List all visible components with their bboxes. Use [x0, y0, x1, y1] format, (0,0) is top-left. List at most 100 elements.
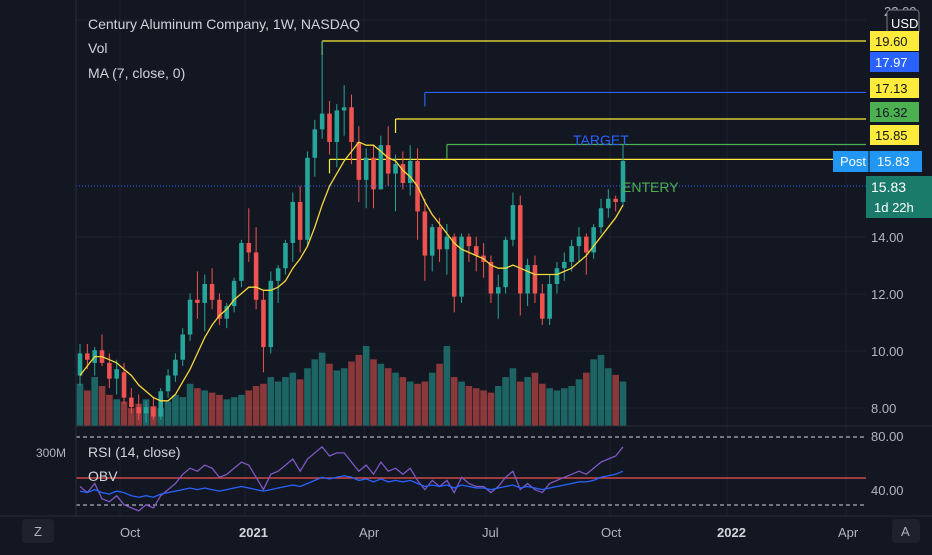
candle-body-17[interactable]: [202, 284, 208, 303]
candle-body-68[interactable]: [576, 236, 582, 247]
candle-body-28[interactable]: [283, 242, 288, 269]
candle-body-44[interactable]: [400, 164, 406, 184]
candle-body-1[interactable]: [85, 353, 90, 360]
candle-body-29[interactable]: [290, 201, 296, 243]
candle-body-31[interactable]: [305, 157, 310, 240]
candle-body-74[interactable]: [620, 160, 626, 202]
volume-bar-73: [612, 374, 619, 426]
candle-body-61[interactable]: [525, 265, 530, 294]
candle-body-27[interactable]: [275, 268, 281, 281]
candle-body-36[interactable]: [341, 107, 347, 111]
price-tick-14: 14.00: [871, 230, 904, 245]
rsi-tick-80: 80.00: [871, 429, 904, 444]
level-lines[interactable]: [321, 40, 866, 174]
auto-scale-button[interactable]: A: [892, 519, 920, 543]
candle-body-19[interactable]: [217, 299, 222, 319]
candle-body-38[interactable]: [356, 142, 362, 180]
candle-body-65[interactable]: [554, 268, 560, 284]
volume-bar-4: [106, 394, 113, 426]
candle-body-34[interactable]: [327, 113, 332, 142]
candle-body-39[interactable]: [363, 157, 369, 180]
candle-body-45[interactable]: [407, 160, 413, 184]
candle-body-50[interactable]: [444, 236, 450, 250]
candle-body-13[interactable]: [173, 359, 178, 376]
candle-body-49[interactable]: [437, 227, 442, 250]
candle-body-8[interactable]: [136, 407, 141, 414]
candle-body-52[interactable]: [459, 236, 464, 297]
candle-body-71[interactable]: [598, 208, 604, 228]
candle-body-72[interactable]: [606, 198, 611, 209]
ma-legend[interactable]: MA (7, close, 0): [88, 65, 185, 81]
candle-body-63[interactable]: [540, 293, 545, 319]
time-axis[interactable]: Oct 2021 Apr Jul Oct 2022 Apr: [120, 525, 859, 540]
candle-body-53[interactable]: [466, 236, 472, 247]
candle-body-12[interactable]: [165, 375, 171, 392]
candle-body-26[interactable]: [268, 280, 274, 348]
candle-body-20[interactable]: [224, 306, 230, 319]
candle-body-51[interactable]: [451, 236, 457, 297]
candle-body-0[interactable]: [77, 353, 83, 376]
candle-body-30[interactable]: [297, 201, 303, 240]
candle-body-43[interactable]: [393, 164, 398, 174]
candle-body-5[interactable]: [114, 369, 119, 379]
candle-body-70[interactable]: [591, 227, 596, 253]
candle-body-54[interactable]: [473, 246, 479, 256]
zoom-button-label: Z: [34, 524, 42, 539]
candle-body-69[interactable]: [584, 236, 589, 253]
post-market-tag[interactable]: Post 15.83: [833, 151, 922, 172]
candle-body-35[interactable]: [334, 110, 340, 142]
candle-body-60[interactable]: [517, 205, 523, 294]
candle-body-11[interactable]: [158, 391, 163, 417]
candle-body-66[interactable]: [562, 261, 567, 269]
volume-bar-40: [370, 359, 377, 426]
candle-body-10[interactable]: [151, 407, 156, 417]
candle-body-9[interactable]: [143, 407, 149, 414]
volume-bar-35: [333, 370, 341, 426]
volume-bar-67: [568, 386, 575, 426]
candle-body-64[interactable]: [547, 284, 552, 319]
candle-body-25[interactable]: [261, 299, 266, 348]
zoom-button[interactable]: Z: [22, 519, 54, 543]
candle-body-23[interactable]: [246, 242, 252, 253]
candle-body-6[interactable]: [121, 372, 127, 398]
candle-body-40[interactable]: [371, 157, 376, 190]
candle-body-22[interactable]: [239, 242, 244, 281]
candle-body-18[interactable]: [209, 284, 215, 300]
candle-body-16[interactable]: [195, 299, 200, 303]
volume-legend[interactable]: Vol: [88, 40, 107, 56]
candle-body-24[interactable]: [253, 252, 259, 300]
volume-bar-15: [186, 383, 194, 426]
rsi-legend[interactable]: RSI (14, close): [88, 444, 181, 460]
candle-body-33[interactable]: [319, 113, 325, 130]
candle-body-14[interactable]: [180, 334, 186, 360]
candle-body-15[interactable]: [187, 299, 193, 335]
candle-body-4[interactable]: [107, 362, 112, 379]
volume-bar-16: [194, 388, 201, 426]
symbol-title[interactable]: Century Aluminum Company, 1W, NASDAQ: [88, 16, 360, 32]
candle-body-32[interactable]: [312, 129, 318, 158]
price-tag-label-1: 17.97: [875, 55, 908, 70]
candle-body-56[interactable]: [488, 261, 494, 294]
volume-bar-72: [605, 368, 612, 426]
candle-body-47[interactable]: [422, 211, 428, 256]
volume-bar-49: [436, 363, 443, 426]
candle-body-21[interactable]: [231, 280, 237, 307]
candle-body-7[interactable]: [129, 397, 134, 408]
candle-body-62[interactable]: [532, 265, 538, 294]
currency-button[interactable]: USD: [886, 9, 920, 35]
candle-body-37[interactable]: [349, 107, 354, 142]
entry-label: ENTERY: [622, 179, 679, 195]
candle-body-58[interactable]: [503, 239, 508, 288]
candle-body-42[interactable]: [385, 145, 391, 174]
candle-body-41[interactable]: [378, 145, 384, 190]
candle-body-67[interactable]: [569, 246, 574, 262]
candle-body-48[interactable]: [429, 227, 435, 256]
candle-body-59[interactable]: [510, 205, 516, 240]
price-axis[interactable]: 22.00 14.00 12.00 10.00 8.00 USD 19.6017…: [833, 4, 932, 416]
volume-bar-45: [406, 381, 414, 426]
rsi-pane[interactable]: RSI (14, close) OBV 80.00 40.00: [76, 429, 904, 512]
candle-body-57[interactable]: [495, 287, 501, 294]
obv-legend[interactable]: OBV: [88, 468, 118, 484]
candle-body-73[interactable]: [613, 198, 618, 202]
